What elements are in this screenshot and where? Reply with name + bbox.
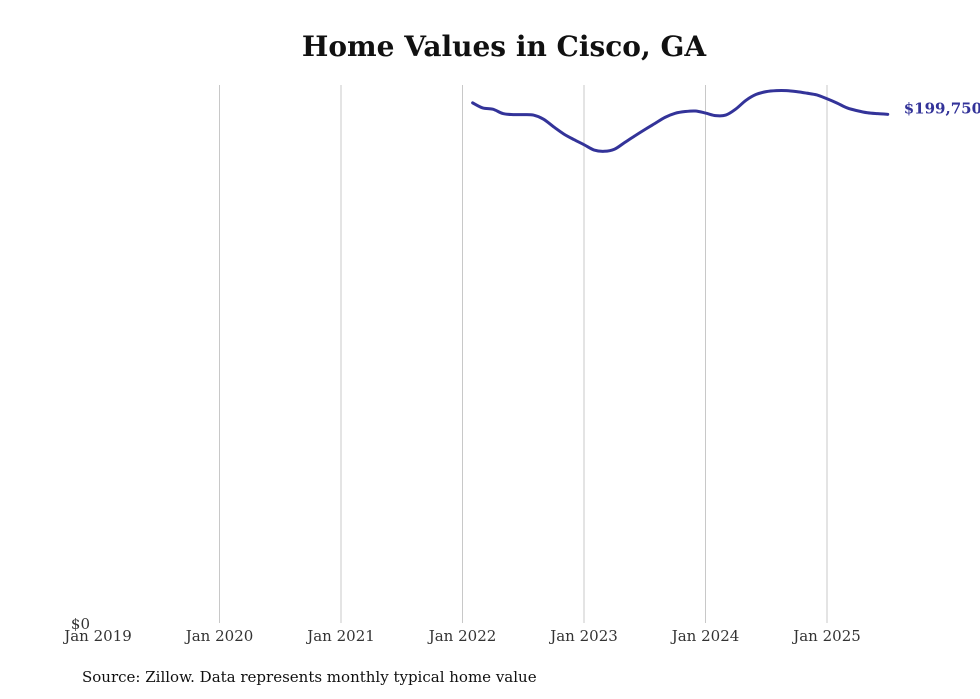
chart-title: Home Values in Cisco, GA (301, 30, 707, 63)
x-tick-label: Jan 2023 (548, 627, 618, 645)
series-layer (471, 88, 890, 153)
x-tick-label: Jan 2024 (670, 627, 740, 645)
source-note: Source: Zillow. Data represents monthly … (82, 668, 537, 686)
axis-labels: Jan 2019 Jan 2020 Jan 2021 Jan 2022 Jan 2023… (62, 99, 980, 645)
x-tick-label: Jan 2022 (427, 627, 497, 645)
x-tick-label: Jan 2019 (62, 627, 132, 645)
y-tick-label: $0 (71, 615, 90, 633)
end-value-label: $199,750 (904, 99, 980, 117)
x-tick-label: Jan 2025 (791, 627, 861, 645)
x-tick-label: Jan 2020 (184, 627, 254, 645)
x-tick-label: Jan 2021 (305, 627, 375, 645)
series-line (471, 88, 890, 153)
grid-layer (219, 85, 828, 623)
